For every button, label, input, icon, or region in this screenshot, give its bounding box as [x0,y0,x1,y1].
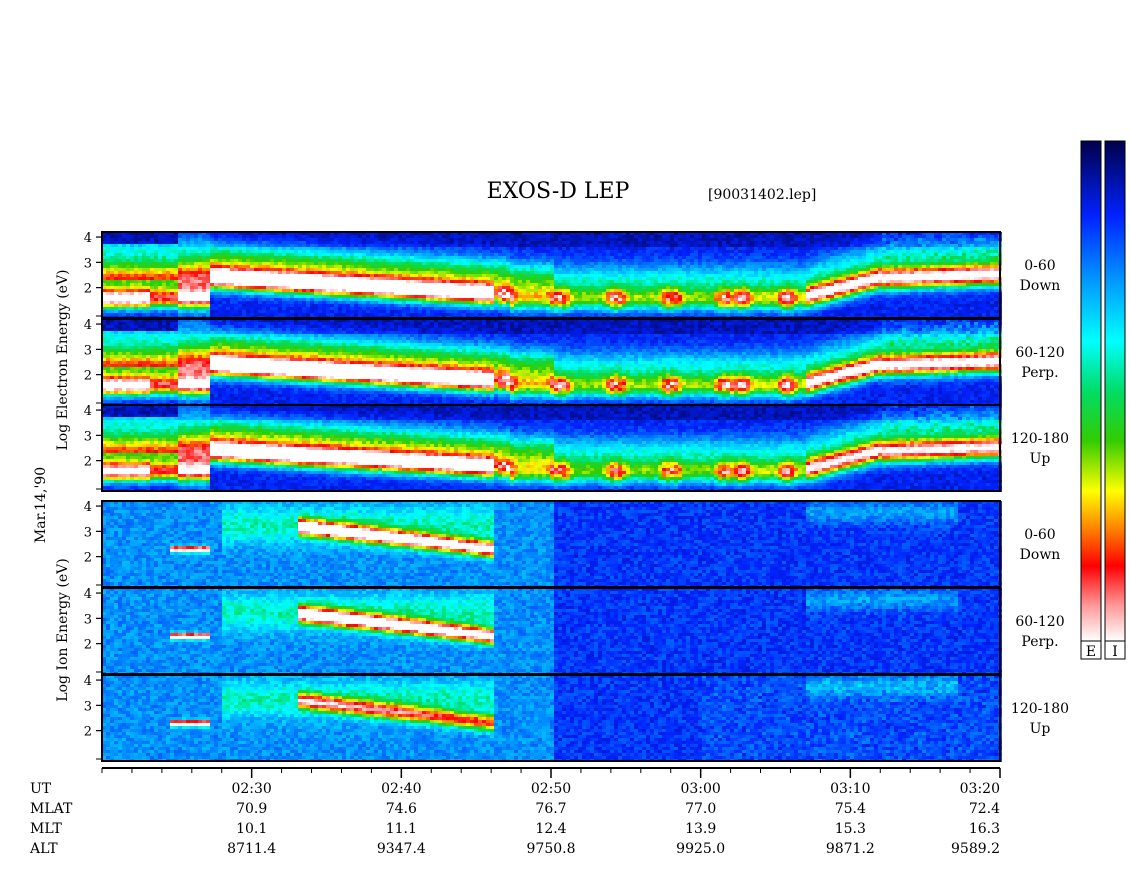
direction-label: Perp. [1021,634,1058,650]
row-value: 16.3 [969,821,1000,837]
y-tick-label: 3 [84,612,92,627]
y-tick-label: 4 [84,500,92,515]
y-tick-label: 2 [84,638,92,653]
pitch-angle-label: 120-180 [1011,431,1069,447]
row-label: MLAT [30,801,73,817]
y-axis-label-electron: Log Electron Energy (eV) [55,269,71,450]
row-value: 03:10 [830,781,870,797]
colorbar-I: I [1105,141,1125,660]
panel-6: 2 3 4 120-180 Up [84,674,1069,762]
y-tick-label: 2 [84,282,92,297]
y-tick-label: 4 [84,404,92,419]
colorbar-gradient [1081,141,1101,641]
panel-label: 120-180 Up [1011,701,1069,737]
row-value: 9925.0 [676,841,725,857]
row-value: 9871.2 [826,841,875,857]
row-label: ALT [29,841,58,857]
row-value: 75.4 [835,801,866,817]
row-value: 74.6 [386,801,417,817]
panel-label: 60-120 Perp. [1015,345,1064,381]
heatmap-cells [102,319,1002,406]
y-tick-label: 2 [84,551,92,566]
y-tick-label: 4 [84,587,92,602]
panel-1: 2 3 4 0-60 Down [84,231,1061,319]
panel-4: 2 3 4 0-60 Down [84,500,1061,588]
y-tick-label: 2 [84,725,92,740]
panel-label: 0-60 Down [1020,527,1061,563]
colorbar-label: E [1086,644,1096,660]
axis-label-electron: Log Electron Energy (eV) [55,269,71,450]
y-tick-label: 2 [84,369,92,384]
y-tick-label: 2 [84,455,92,470]
y-tick-label: 3 [84,343,92,358]
chart-title: EXOS-D LEP [487,179,630,204]
row-label: MLT [30,821,62,837]
row-mlt: MLT 10.1 11.1 12.4 13.9 15.3 16.3 [30,821,1000,837]
row-value: 15.3 [835,821,866,837]
axis-label-ion: Log Ion Energy (eV) [55,558,71,701]
row-value: 8711.4 [227,841,276,857]
y-axis-label-ion: Log Ion Energy (eV) [55,558,71,701]
row-value: 9347.4 [377,841,426,857]
y-tick-label: 4 [84,674,92,689]
file-name: [90031402.lep] [708,187,816,203]
y-tick-label: 3 [84,256,92,271]
heatmap-cells [102,588,1002,675]
row-value: 72.4 [969,801,1000,817]
y-tick-label: 4 [84,318,92,333]
row-value: 13.9 [685,821,716,837]
panel-label: 120-180 Up [1011,431,1069,467]
heatmap-cells [102,232,1002,319]
date-label: Mar.14,'90 [33,467,49,543]
row-ut: UT 02:30 02:40 02:50 03:00 03:10 03:20 [30,781,1000,797]
row-mlat: MLAT 70.9 74.6 76.7 77.0 75.4 72.4 [30,801,1000,817]
pitch-angle-label: 120-180 [1011,701,1069,717]
row-alt: ALT 8711.4 9347.4 9750.8 9925.0 9871.2 9589.2 [29,841,1000,857]
direction-label: Down [1020,547,1061,563]
pitch-angle-label: 60-120 [1015,345,1064,361]
y-tick-label: 4 [84,231,92,246]
direction-label: Perp. [1021,365,1058,381]
row-label: UT [30,781,52,797]
heatmap-cells [102,501,1002,588]
y-tick-label: 3 [84,429,92,444]
y-tick-label: 3 [84,525,92,540]
panel-label: 0-60 Down [1020,258,1061,294]
row-value: 9750.8 [527,841,576,857]
direction-label: Up [1030,721,1051,737]
row-value: 02:50 [531,781,571,797]
heatmap-cells [102,675,1002,762]
panel-label: 60-120 Perp. [1015,614,1064,650]
pitch-angle-label: 60-120 [1015,614,1064,630]
y-tick-label: 3 [84,699,92,714]
row-value: 9589.2 [951,841,1000,857]
colorbar-E: E [1081,141,1101,660]
heatmap-cells [102,405,1002,492]
panel-5: 2 3 4 60-120 Perp. [84,587,1065,675]
panel-2: 2 3 4 60-120 Perp. [84,318,1065,406]
colorbar-label: I [1112,644,1118,660]
row-value: 12.4 [535,821,566,837]
row-value: 02:40 [381,781,421,797]
direction-label: Down [1020,278,1061,294]
row-value: 70.9 [236,801,267,817]
direction-label: Up [1030,451,1051,467]
row-value: 03:00 [680,781,720,797]
panel-3: 2 3 4 120-180 Up [84,404,1069,492]
colorbar-gradient [1105,141,1125,641]
row-value: 11.1 [386,821,417,837]
pitch-angle-label: 0-60 [1024,527,1055,543]
row-value: 77.0 [685,801,716,817]
row-value: 76.7 [535,801,566,817]
row-value: 10.1 [236,821,267,837]
row-value: 03:20 [960,781,1000,797]
row-value: 02:30 [231,781,271,797]
pitch-angle-label: 0-60 [1024,258,1055,274]
